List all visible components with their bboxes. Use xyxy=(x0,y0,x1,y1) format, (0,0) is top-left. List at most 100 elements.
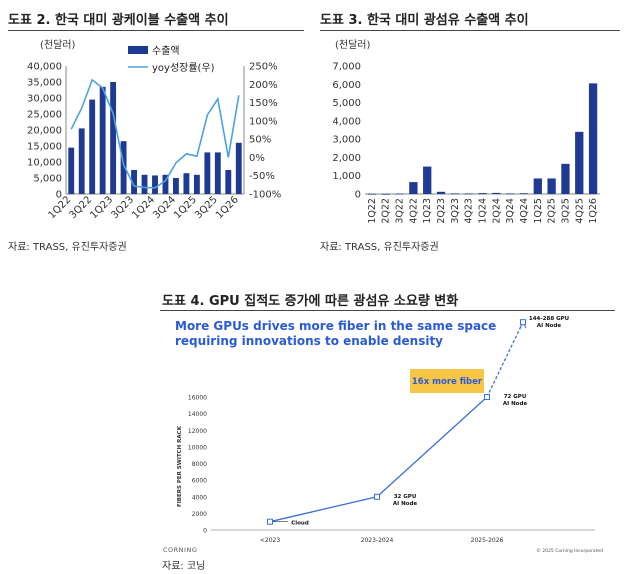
cable-export-chart: (천달러) 0 5,000 10,000 15,000 20,000 25,000 30,00… xyxy=(27,39,281,221)
x-tick-label: 2Q25 xyxy=(547,198,558,224)
x-tick-label: 1Q22 xyxy=(367,198,378,224)
bar-2Q25 xyxy=(547,178,556,194)
headline-line-2: requiring innovations to enable density xyxy=(175,334,443,348)
x-tick-label: 2025-2026 xyxy=(471,537,504,544)
bar-2Q23 xyxy=(120,141,127,194)
bar-3Q25 xyxy=(561,163,570,194)
bar-3Q24 xyxy=(506,193,515,195)
y-tick-label: 7,000 xyxy=(332,62,361,73)
point-label: AI Node xyxy=(393,501,418,507)
bar-4Q22 xyxy=(409,182,418,194)
x-tick-label: 3Q24 xyxy=(505,198,516,224)
y-tick-label: 8000 xyxy=(192,461,207,468)
legend-bar-swatch xyxy=(128,46,148,54)
copyright-text: © 2025 Corning Incorporated xyxy=(536,547,603,554)
bar-2Q24 xyxy=(162,174,169,194)
bar-3Q22 xyxy=(395,193,404,195)
x-tick-label: 1Q26 xyxy=(588,198,599,224)
y-axis-label: FIBERS PER SWITCH RACK xyxy=(177,425,183,507)
y-tick-label: 20,000 xyxy=(27,126,62,137)
y-axis-unit: (천달러) xyxy=(40,39,76,51)
callout-text: 16x more fiber xyxy=(412,377,483,387)
y-tick-label: 12000 xyxy=(188,428,207,435)
y-tick-label: 10,000 xyxy=(27,158,62,169)
bar-4Q24 xyxy=(519,193,529,195)
x-tick-label: 4Q24 xyxy=(519,198,530,224)
y-tick-label: 15,000 xyxy=(27,142,62,153)
corning-logo: CORNING xyxy=(163,546,197,554)
point-label: AI Node xyxy=(537,323,562,329)
x-tick-label: 3Q25 xyxy=(193,194,220,221)
x-tick-label: 3Q22 xyxy=(395,198,406,224)
bar-1Q22 xyxy=(367,193,377,195)
x-tick-label: 1Q23 xyxy=(422,198,433,224)
yoy-line xyxy=(70,78,240,189)
y-tick-label: 16000 xyxy=(188,395,207,402)
y2-tick-label: -100% xyxy=(249,190,281,201)
bar-1Q23 xyxy=(423,166,432,194)
y-tick-label: 30,000 xyxy=(27,94,62,105)
panel4-title: 도표 4. GPU 집적도 증가에 따른 광섬유 소요량 변화 xyxy=(162,294,459,309)
x-tick-label: 2Q24 xyxy=(491,198,502,224)
x-tick-label: 2Q22 xyxy=(381,198,392,224)
x-tick-label: 1Q24 xyxy=(130,194,157,221)
bar-2Q23 xyxy=(436,191,446,194)
bar-4Q25 xyxy=(575,131,584,194)
bar-1Q25 xyxy=(193,174,200,194)
legend-bar-label: 수출액 xyxy=(152,45,180,57)
y-tick-label: 25,000 xyxy=(27,110,62,121)
bar-1Q26 xyxy=(588,83,598,194)
y2-tick-label: -50% xyxy=(249,171,275,182)
y-tick-label: 3,000 xyxy=(332,135,361,146)
y2-tick-label: 0% xyxy=(249,153,265,164)
panel3-title: 도표 3. 한국 대미 광섬유 수출액 추이 xyxy=(320,13,529,28)
bar-4Q24 xyxy=(183,173,190,194)
bar-4Q23 xyxy=(141,174,148,194)
y-tick-label: 5,000 xyxy=(33,174,62,185)
x-tick-label: 1Q25 xyxy=(533,198,544,224)
x-tick-label: 3Q24 xyxy=(151,194,178,221)
y-tick-label: 14000 xyxy=(188,411,207,418)
x-tick-label: 1Q25 xyxy=(172,194,199,221)
panel2-title: 도표 2. 한국 대미 광케이블 수출액 추이 xyxy=(8,13,229,28)
bar-1Q26 xyxy=(235,142,242,194)
x-tick-label: 3Q22 xyxy=(67,194,94,221)
y-tick-label: 10000 xyxy=(188,444,207,451)
y-tick-label: 35,000 xyxy=(27,78,62,89)
bar-1Q23 xyxy=(110,82,117,194)
y-tick-label: 1,000 xyxy=(332,171,361,182)
x-tick-label: 1Q24 xyxy=(478,198,489,224)
bar-1Q24 xyxy=(478,193,487,194)
bar-3Q23 xyxy=(450,193,459,195)
y-tick-label: 4000 xyxy=(192,494,207,501)
fiber-line-projection xyxy=(486,321,524,398)
x-tick-label: <2023 xyxy=(260,537,280,544)
bar-4Q25 xyxy=(225,170,232,194)
panel4-source: 자료: 코닝 xyxy=(162,561,206,572)
y-tick-label: 0 xyxy=(56,190,62,201)
y-tick-label: 0 xyxy=(355,190,361,201)
y2-tick-label: 150% xyxy=(249,98,278,109)
x-tick-label: 4Q25 xyxy=(574,198,585,224)
data-marker xyxy=(267,518,273,525)
fiber-export-chart: (천달러) 0 1,000 2,000 3,000 4,000 5,000 6,000 7,00… xyxy=(332,39,600,224)
y-tick-label: 4,000 xyxy=(332,116,361,127)
bar-2Q24 xyxy=(492,192,501,194)
y-tick-label: 6000 xyxy=(192,478,207,485)
x-tick-label: 4Q22 xyxy=(408,198,419,224)
bar-3Q25 xyxy=(214,152,221,194)
x-tick-label: 2023-2024 xyxy=(361,537,394,544)
bar-2Q22 xyxy=(381,193,390,195)
point-label: Cloud xyxy=(291,521,309,527)
y2-tick-label: 250% xyxy=(249,62,278,73)
x-tick-label: 4Q23 xyxy=(464,198,475,224)
data-marker xyxy=(484,394,490,400)
y-tick-label: 40,000 xyxy=(27,62,62,73)
x-tick-label: 2Q23 xyxy=(436,198,447,224)
y-tick-label: 6,000 xyxy=(332,80,361,91)
y2-tick-label: 50% xyxy=(249,135,271,146)
y-tick-label: 0 xyxy=(203,528,207,535)
y-axis-unit: (천달러) xyxy=(335,39,371,51)
point-label: 32 GPU xyxy=(394,494,417,500)
x-tick-label: 1Q26 xyxy=(214,194,241,221)
